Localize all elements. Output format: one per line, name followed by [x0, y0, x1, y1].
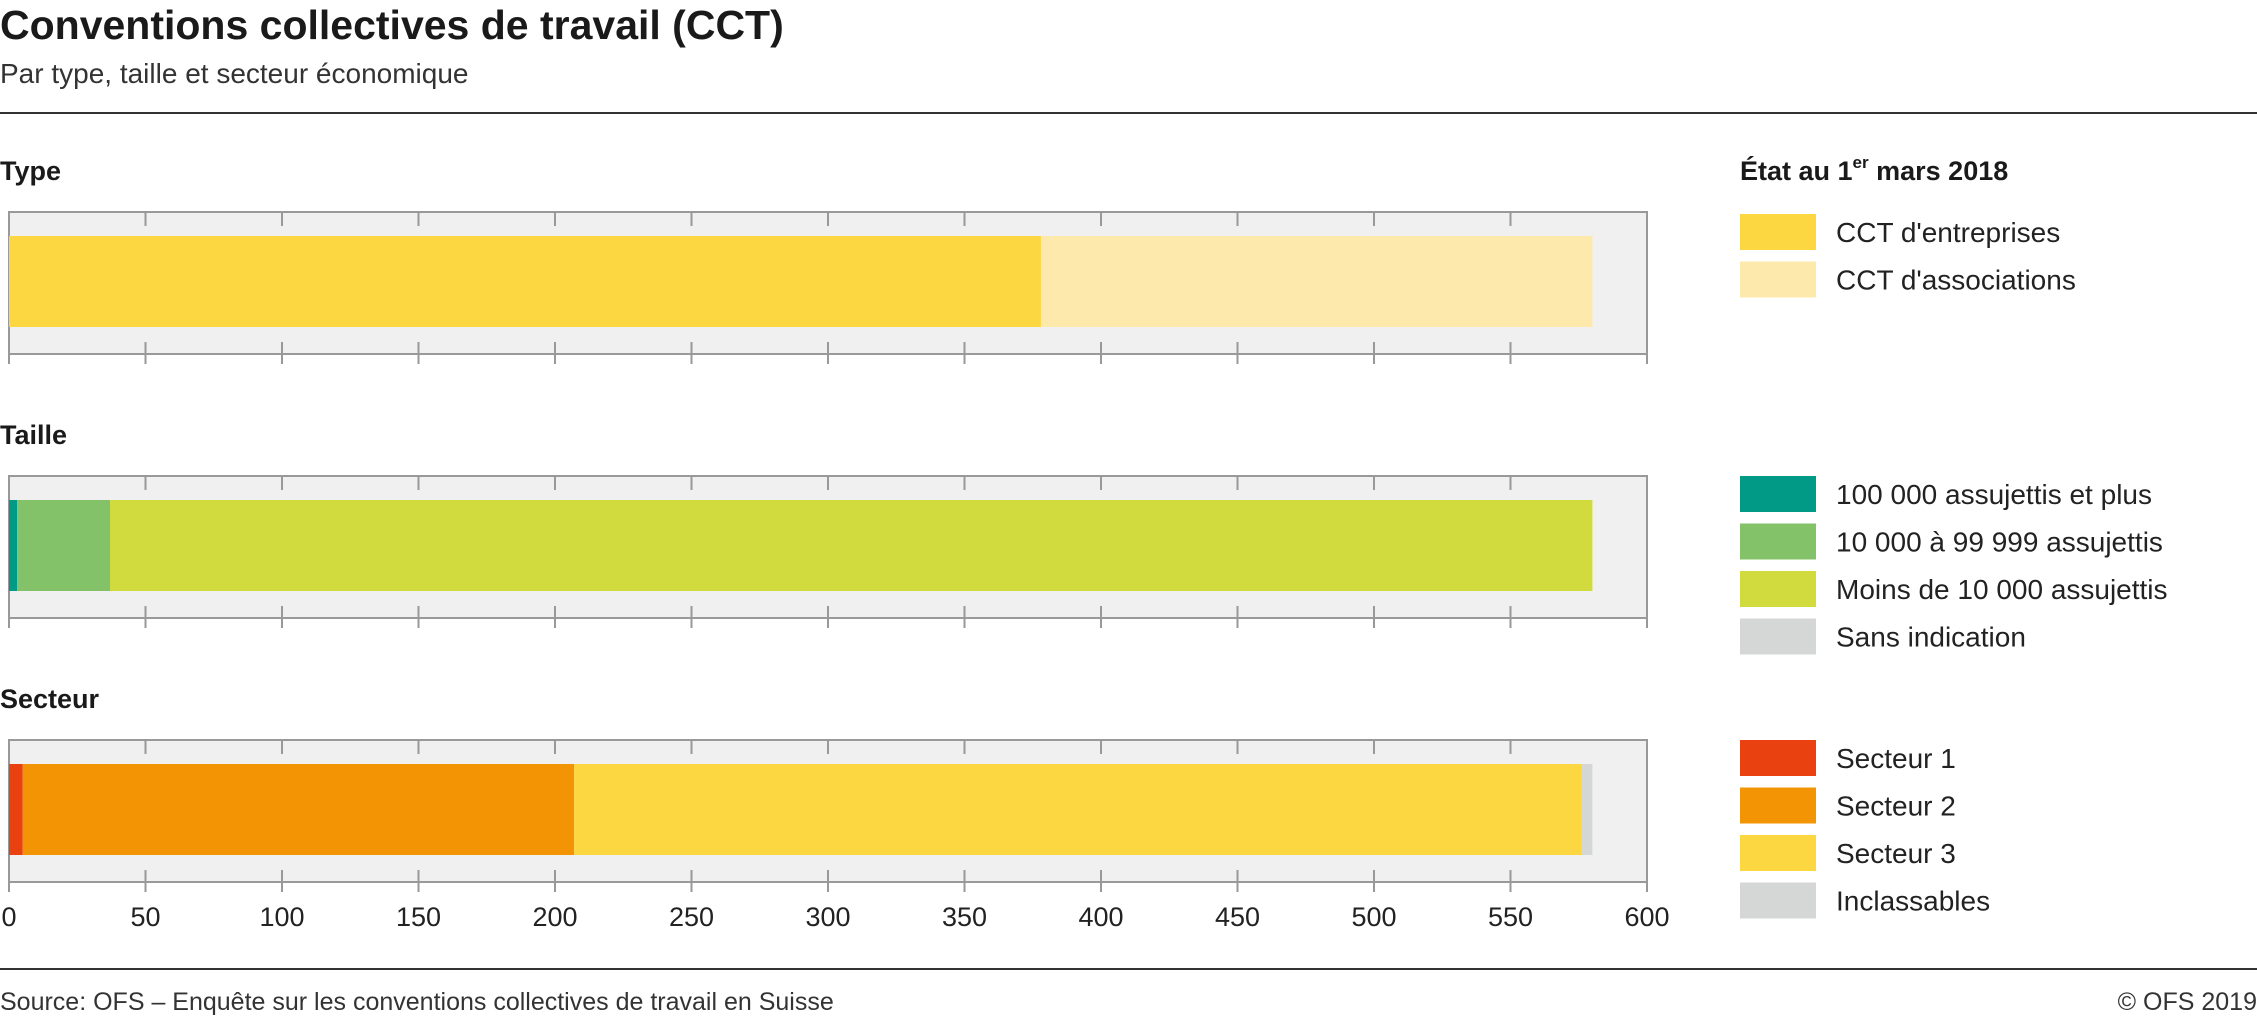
- x-tick-label: 200: [532, 902, 577, 932]
- bar-segment: [1040, 236, 1593, 327]
- legend-swatch: [1740, 523, 1816, 560]
- x-tick-label: 0: [1, 902, 16, 932]
- legend-label: Inclassables: [1836, 886, 1990, 917]
- legend-swatch: [1740, 787, 1816, 824]
- legend-swatch: [1740, 261, 1816, 298]
- legend-label: CCT d'associations: [1836, 265, 2076, 296]
- legend-swatch: [1740, 835, 1816, 871]
- legend-swatch: [1740, 214, 1816, 250]
- x-tick-label: 350: [942, 902, 987, 932]
- bar-segment: [9, 500, 18, 591]
- legend-label: CCT d'entreprises: [1836, 217, 2060, 248]
- x-tick-label: 100: [259, 902, 304, 932]
- legend-label: Secteur 2: [1836, 791, 1956, 822]
- bar-segment: [110, 500, 1593, 591]
- bar-segment: [9, 764, 23, 855]
- bar-segment: [9, 236, 1041, 327]
- bar-segment: [1581, 764, 1593, 855]
- footer-copyright: © OFS 2019: [2117, 988, 2257, 1016]
- header-divider: [0, 112, 2257, 114]
- x-tick-label: 50: [130, 902, 160, 932]
- x-tick-label: 550: [1488, 902, 1533, 932]
- bar-segment: [22, 764, 575, 855]
- legend-swatch: [1740, 571, 1816, 607]
- chart-title: Conventions collectives de travail (CCT): [0, 2, 784, 48]
- bar-segment: [574, 764, 1582, 855]
- x-tick-label: 250: [669, 902, 714, 932]
- legend-swatch: [1740, 740, 1816, 776]
- legend-title: État au 1er mars 2018: [1740, 153, 2008, 186]
- legend-swatch: [1740, 476, 1816, 512]
- footer-divider: [0, 968, 2257, 970]
- panel-title: Taille: [0, 420, 67, 450]
- footer-source: Source: OFS – Enquête sur les convention…: [0, 988, 834, 1016]
- x-tick-label: 300: [805, 902, 850, 932]
- x-tick-label: 400: [1078, 902, 1123, 932]
- bar-segment: [17, 500, 111, 591]
- legend-label: Secteur 3: [1836, 838, 1956, 869]
- panel-title: Secteur: [0, 684, 100, 714]
- legend-label: 100 000 assujettis et plus: [1836, 479, 2152, 510]
- legend-swatch: [1740, 882, 1816, 919]
- legend-label: Secteur 1: [1836, 743, 1956, 774]
- x-tick-label: 150: [396, 902, 441, 932]
- legend-swatch: [1740, 618, 1816, 655]
- panel-title: Type: [0, 156, 61, 186]
- legend-label: Sans indication: [1836, 622, 2026, 653]
- x-tick-label: 450: [1215, 902, 1260, 932]
- x-tick-label: 600: [1624, 902, 1669, 932]
- legend-label: 10 000 à 99 999 assujettis: [1836, 527, 2163, 558]
- x-tick-label: 500: [1351, 902, 1396, 932]
- legend-label: Moins de 10 000 assujettis: [1836, 574, 2168, 605]
- chart-subtitle: Par type, taille et secteur économique: [0, 58, 469, 89]
